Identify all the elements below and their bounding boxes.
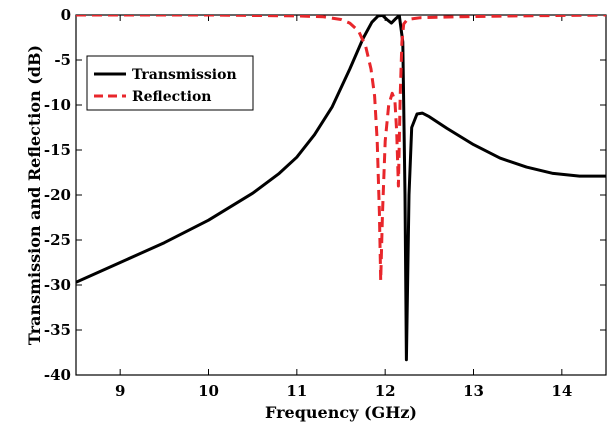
x-tick-label: 13 (463, 382, 484, 400)
y-tick-label: -5 (54, 51, 71, 69)
series-line-reflection (76, 15, 606, 282)
x-tick-label: 11 (286, 382, 307, 400)
y-tick-label: 0 (61, 6, 71, 24)
x-tick-label: 14 (551, 382, 572, 400)
y-tick-label: -15 (44, 141, 71, 159)
x-tick-label: 9 (115, 382, 125, 400)
plot-area: 9 10 11 12 13 14 0 -5 -10 -15 -20 -25 -30 -35 -40 (44, 6, 607, 400)
x-tick-label: 10 (198, 382, 219, 400)
y-axis-title: Transmission and Reflection (dB) (25, 45, 44, 345)
y-tick-label: -10 (44, 96, 71, 114)
y-tick-label: -25 (44, 231, 71, 249)
x-tick-label: 12 (375, 382, 396, 400)
series-layer (76, 15, 606, 362)
legend: Transmission Reflection (86, 55, 254, 111)
legend-label-reflection: Reflection (132, 89, 211, 105)
y-tick-label: -20 (44, 186, 71, 204)
y-tick-label: -30 (44, 276, 71, 294)
series-line-transmission (76, 15, 606, 362)
legend-box (86, 55, 254, 111)
legend-label-transmission: Transmission (132, 67, 237, 83)
y-tick-label: -40 (44, 366, 71, 384)
x-axis-title: Frequency (GHz) (265, 403, 417, 422)
y-tick-label: -35 (44, 321, 71, 339)
